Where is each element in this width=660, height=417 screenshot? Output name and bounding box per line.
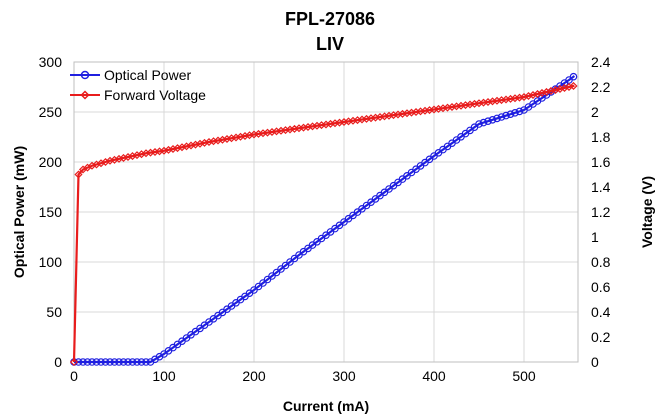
series-forward-voltage — [69, 81, 578, 367]
series-line — [72, 84, 575, 363]
plot-area — [73, 61, 579, 363]
y-tick-label: 300 — [39, 54, 63, 70]
y-axis-title: Optical Power (mW) — [11, 146, 27, 278]
y2-tick-label: 1.2 — [591, 204, 611, 220]
data-point — [128, 358, 137, 366]
y2-tick-label: 1.8 — [591, 129, 611, 145]
data-point — [97, 358, 105, 366]
x-tick-label: 0 — [70, 368, 78, 384]
y-tick-label: 0 — [54, 354, 62, 370]
y2-tick-label: 0 — [591, 354, 599, 370]
x-tick-labels: 0 100 200 300 400 500 — [70, 368, 536, 384]
data-point — [569, 72, 578, 81]
y2-tick-label: 0.6 — [591, 279, 611, 295]
data-point — [83, 358, 92, 366]
data-point — [119, 358, 128, 366]
x-tick-label: 100 — [152, 368, 176, 384]
data-point — [511, 109, 519, 117]
x-tick-label: 300 — [332, 368, 356, 384]
data-point — [92, 358, 101, 366]
data-point — [502, 111, 510, 120]
legend-label-forward-voltage: Forward Voltage — [104, 87, 206, 103]
y-tick-labels: 0 50 100 150 200 250 300 — [39, 54, 63, 370]
data-point — [142, 358, 150, 366]
data-point — [137, 358, 146, 366]
data-point — [74, 358, 83, 366]
data-point — [488, 116, 497, 124]
data-point — [79, 358, 87, 366]
gridlines — [74, 62, 578, 362]
data-point — [475, 120, 483, 128]
data-point — [133, 358, 141, 366]
data-point — [497, 113, 506, 121]
y2-tick-labels: 0 0.2 0.4 0.6 0.8 1 1.2 1.4 1.6 1.8 2 2.2 2.4 — [591, 54, 611, 370]
y2-tick-label: 0.4 — [591, 304, 611, 320]
x-tick-label: 200 — [242, 368, 266, 384]
y2-tick-label: 0.8 — [591, 254, 611, 270]
y2-tick-label: 1.6 — [591, 154, 611, 170]
series-optical-power — [70, 72, 578, 366]
series-line — [74, 75, 576, 364]
series-layer — [69, 72, 578, 367]
y2-tick-label: 1 — [591, 229, 599, 245]
x-tick-label: 400 — [422, 368, 446, 384]
y2-tick-label: 2.4 — [591, 54, 611, 70]
data-point — [124, 358, 132, 366]
data-point — [106, 358, 114, 366]
data-point — [74, 170, 83, 179]
y2-tick-label: 2.2 — [591, 79, 611, 95]
x-tick-label: 500 — [512, 368, 536, 384]
data-point — [110, 358, 119, 366]
legend-marker-optical-power — [80, 70, 90, 80]
y-tick-label: 250 — [39, 104, 63, 120]
data-point — [493, 114, 501, 123]
legend-label-optical-power: Optical Power — [104, 67, 191, 83]
y-tick-label: 150 — [39, 204, 63, 220]
legend-marker-forward-voltage — [80, 90, 90, 100]
data-point — [484, 117, 492, 126]
data-point — [569, 81, 578, 90]
y2-tick-label: 1.4 — [591, 179, 611, 195]
data-point — [515, 107, 524, 116]
y-tick-label: 200 — [39, 154, 63, 170]
y2-axis-title: Voltage (V) — [639, 176, 655, 248]
data-point — [115, 358, 123, 366]
x-axis-title: Current (mA) — [283, 398, 369, 414]
data-point — [88, 358, 96, 366]
data-point — [506, 110, 515, 119]
chart-subtitle: LIV — [316, 34, 344, 54]
y-tick-label: 50 — [46, 304, 62, 320]
y-tick-label: 100 — [39, 254, 63, 270]
data-point — [479, 118, 488, 127]
y2-tick-label: 0.2 — [591, 329, 611, 345]
chart-title: FPL-27086 — [285, 9, 375, 29]
data-point — [69, 357, 79, 367]
y2-tick-label: 2 — [591, 104, 599, 120]
data-point — [101, 358, 110, 366]
legend: Optical Power Forward Voltage — [70, 67, 206, 103]
